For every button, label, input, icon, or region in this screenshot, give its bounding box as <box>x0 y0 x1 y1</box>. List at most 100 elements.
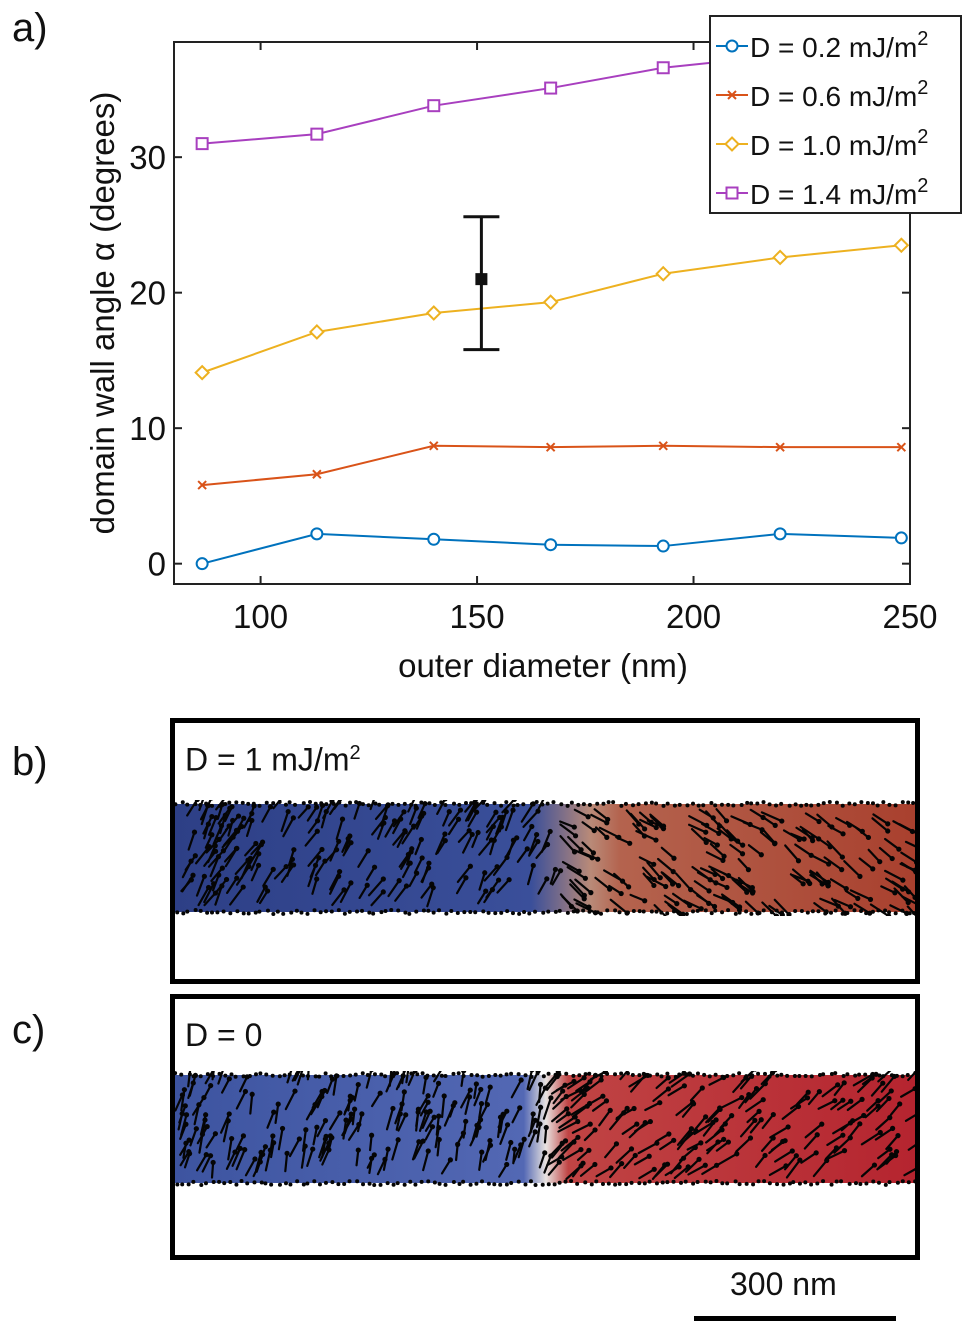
legend-box <box>709 15 962 214</box>
arrows-c-arrowhead-125 <box>240 1133 247 1139</box>
arrows-b-edge-0-714 <box>887 802 892 807</box>
arrows-b-arrowhead-226 <box>905 899 911 906</box>
arrows-c-arrow-41 <box>768 1140 784 1155</box>
arrows-c-arrowhead-17 <box>895 1133 901 1139</box>
arrows-b-edge-0-174 <box>348 800 353 805</box>
arrows-c-arrowhead-259 <box>532 1129 538 1135</box>
arrows-b-edge-0-702 <box>875 803 880 808</box>
arrows-b-edge-1-198 <box>371 911 376 916</box>
arrows-c-arrow-269 <box>852 1073 874 1087</box>
arrows-c-edge-1-498 <box>671 1179 676 1184</box>
arrows-b-arrow-310 <box>223 829 238 847</box>
arrows-c-edge-1-594 <box>767 1181 772 1186</box>
arrows-c-arrowhead-76 <box>431 1114 437 1120</box>
arrows-b-arrowhead-281 <box>759 827 765 833</box>
arrows-c-arrow-179 <box>652 1087 670 1103</box>
arrows-b-arrowhead-254 <box>504 854 510 861</box>
arrows-b-arrowhead-237 <box>772 840 778 846</box>
arrows-b-edge-0-528 <box>701 803 706 808</box>
arrows-b-arrowhead-167 <box>219 865 225 871</box>
arrows-b-arrowhead-16 <box>663 883 669 890</box>
arrows-c-arrowhead-213 <box>322 1118 329 1124</box>
arrows-c-arrow-149 <box>365 1071 373 1089</box>
arrows-b-arrowhead-147 <box>291 847 297 853</box>
arrows-c-arrowhead-9 <box>665 1075 671 1081</box>
arrows-b-edge-0-660 <box>834 800 839 805</box>
arrows-b-edge-0-552 <box>726 802 731 807</box>
arrows-b-arrowhead-242 <box>588 890 594 896</box>
arrows-b-edge-0-306 <box>481 800 486 805</box>
arrows-c-edge-0-162 <box>335 1073 340 1078</box>
arrows-b-arrow-115 <box>791 868 811 885</box>
arrows-b-arrowhead-303 <box>604 834 610 840</box>
arrows-c-arrow-257 <box>705 1106 721 1124</box>
arrows-b-arrow-185 <box>211 873 220 892</box>
arrows-b-arrowhead-329 <box>234 845 240 851</box>
arrows-b-arrow-122 <box>700 822 720 835</box>
arrows-c-arrowhead-27 <box>252 1156 258 1162</box>
x-tick-label-1: 150 <box>450 598 505 635</box>
arrows-c-arrowhead-315 <box>857 1121 863 1127</box>
arrows-c-arrow-264 <box>719 1114 733 1129</box>
arrows-b-arrow-237 <box>763 829 777 845</box>
arrows-c-edge-1-438 <box>613 1182 618 1187</box>
arrows-c-arrowhead-258 <box>204 1123 210 1130</box>
arrows-b-edge-1-378 <box>553 909 558 914</box>
arrows-c-arrow-291 <box>598 1109 612 1127</box>
x-axis-label: outer diameter (nm) <box>398 647 688 684</box>
arrows-c-edge-0-708 <box>881 1074 886 1079</box>
arrows-b-arrowhead-96 <box>889 855 895 862</box>
arrows-c-edge-1-222 <box>395 1181 400 1186</box>
arrows-b-edge-1-258 <box>431 910 436 915</box>
arrows-b-edge-0-390 <box>565 803 570 808</box>
arrows-b-edge-1-510 <box>684 911 689 916</box>
sim-b-title: D = 1 mJ/m2 <box>185 743 361 776</box>
arrows-c-arrowhead-250 <box>770 1135 776 1141</box>
arrows-c <box>175 1071 915 1187</box>
arrows-c-arrowhead-193 <box>452 1100 458 1106</box>
arrows-b-edge-1-138 <box>312 908 317 913</box>
scale-bar-label: 300 nm <box>730 1266 837 1302</box>
arrows-b-arrow-188 <box>322 800 334 819</box>
arrows-b-edge-1-504 <box>677 911 682 916</box>
arrows-c-edge-1-216 <box>391 1182 396 1187</box>
arrows-c-edge-0-720 <box>894 1073 899 1078</box>
series-0 <box>195 527 908 571</box>
arrows-b-arrow-69 <box>464 800 477 813</box>
arrows-c-arrowhead-203 <box>542 1085 548 1091</box>
arrows-c-edge-1-660 <box>834 1179 839 1184</box>
arrows-c-arrowhead-40 <box>284 1150 290 1156</box>
arrows-b-arrow-157 <box>731 878 748 894</box>
arrows-b-arrowhead-327 <box>258 842 264 848</box>
arrows-b-arrowhead-249 <box>510 837 517 843</box>
arrows-c-edge-0-60 <box>233 1074 238 1079</box>
arrows-c-edge-1-678 <box>853 1181 858 1186</box>
arrows-c-arrow-55 <box>885 1150 898 1165</box>
arrows-c-arrow-134 <box>552 1095 568 1110</box>
arrows-c-arrowhead-160 <box>628 1146 635 1152</box>
arrows-c-edge-1-564 <box>737 1182 742 1187</box>
arrows-c-arrow-34 <box>411 1140 420 1161</box>
arrows-b-arrowhead-2 <box>653 837 659 843</box>
arrows-c-edge-0-420 <box>593 1074 598 1079</box>
arrows-b-arrowhead-248 <box>227 805 233 811</box>
arrows-c-arrowhead-112 <box>322 1136 328 1142</box>
arrows-b-arrowhead-5 <box>201 873 207 879</box>
arrows-b-edge-0-624 <box>799 803 804 808</box>
arrows-c-arrowhead-117 <box>425 1093 431 1099</box>
arrows-b-arrowhead-64 <box>391 818 398 824</box>
arrows-b-arrowhead-157 <box>744 889 750 895</box>
arrows-c-arrow-122 <box>651 1163 666 1181</box>
arrows-c-arrowhead-241 <box>756 1108 762 1114</box>
arrows-b-edge-0-162 <box>337 800 342 805</box>
arrows-c-arrow-288 <box>721 1096 743 1109</box>
arrows-c-edge-0-396 <box>571 1073 576 1078</box>
panel-label-b: b) <box>12 740 48 784</box>
arrows-b-edge-1-588 <box>761 908 766 913</box>
arrows-b-arrow-117 <box>569 878 586 897</box>
arrows-b-edge-0-144 <box>319 801 324 806</box>
arrows-c-edge-1-600 <box>775 1182 780 1187</box>
arrows-c-arrow-158 <box>517 1138 526 1159</box>
arrows-b-edge-1-522 <box>695 908 700 913</box>
arrows-b-arrow-99 <box>705 810 721 828</box>
